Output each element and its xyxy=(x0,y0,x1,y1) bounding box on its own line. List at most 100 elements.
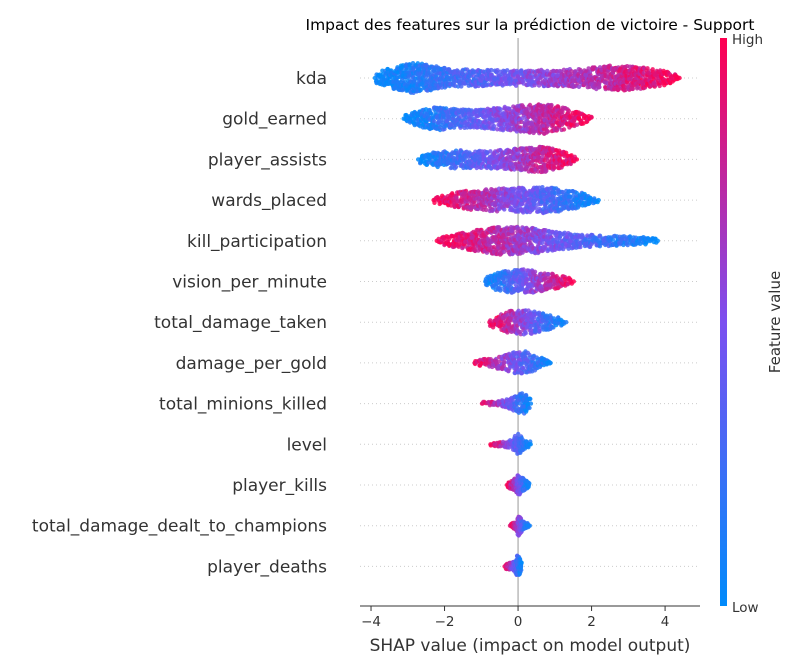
feature-label-gold_earned: gold_earned xyxy=(222,110,327,130)
shap-point xyxy=(507,148,512,153)
feature-label-kill_participation: kill_participation xyxy=(187,232,327,252)
shap-point xyxy=(563,150,569,155)
shap-point xyxy=(454,195,459,201)
feature-label-kda: kda xyxy=(296,69,327,89)
shap-point xyxy=(574,157,580,162)
shap-point xyxy=(597,84,602,90)
shap-point xyxy=(537,119,542,125)
feature-points-kda xyxy=(372,61,682,96)
shap-point xyxy=(490,208,495,213)
shap-point xyxy=(407,62,412,67)
shap-point xyxy=(519,202,525,207)
feature-points-kill_participation xyxy=(434,224,660,257)
shap-point xyxy=(492,124,497,129)
feature-points-gold_earned xyxy=(401,102,594,136)
shap-point xyxy=(383,72,388,78)
shap-point xyxy=(569,69,574,74)
shap-point xyxy=(519,167,525,172)
shap-point xyxy=(539,240,545,246)
shap-point xyxy=(484,207,489,213)
shap-point xyxy=(650,67,655,72)
shap-point xyxy=(527,102,533,108)
feature-points-wards_placed xyxy=(431,185,601,216)
shap-point xyxy=(610,237,615,242)
shap-point xyxy=(627,234,633,239)
shap-point xyxy=(555,73,561,79)
shap-point xyxy=(459,84,464,89)
shap-point xyxy=(449,203,454,208)
shap-point xyxy=(551,165,557,170)
shap-point xyxy=(585,233,590,238)
shap-point xyxy=(550,122,556,128)
shap-point xyxy=(407,120,413,125)
shap-point xyxy=(566,108,571,114)
shap-point xyxy=(443,106,449,111)
shap-point xyxy=(561,127,567,132)
shap-point xyxy=(450,191,455,196)
shap-point xyxy=(579,232,585,238)
shap-point xyxy=(505,68,510,73)
shap-point xyxy=(507,106,512,111)
shap-point xyxy=(458,203,463,208)
feature-rows: kda gold_earned player_assists wards_placed… xyxy=(32,38,700,606)
shap-point xyxy=(589,115,594,120)
shap-point xyxy=(444,119,449,124)
shap-point xyxy=(500,126,505,132)
shap-point xyxy=(533,205,538,210)
shap-point xyxy=(432,200,437,205)
chart-title: Impact des features sur la prédiction de… xyxy=(306,16,755,34)
shap-point xyxy=(484,151,490,156)
shap-point xyxy=(506,231,511,237)
feature-label-vision_per_minute: vision_per_minute xyxy=(172,273,327,293)
shap-point xyxy=(489,67,494,73)
shap-point xyxy=(571,119,577,124)
shap-point xyxy=(568,239,574,244)
feature-label-player_assists: player_assists xyxy=(208,150,327,170)
shap-point xyxy=(611,234,617,239)
shap-point xyxy=(536,80,541,85)
shap-point xyxy=(536,156,541,161)
shap-point xyxy=(597,234,602,239)
shap-point xyxy=(412,78,417,83)
shap-point xyxy=(532,269,538,274)
shap-point xyxy=(576,84,582,90)
shap-point xyxy=(495,127,500,132)
shap-point xyxy=(655,238,660,243)
shap-point xyxy=(578,244,583,250)
shap-point xyxy=(520,78,525,84)
shap-point xyxy=(644,240,649,245)
shap-point xyxy=(512,237,517,243)
shap-point xyxy=(586,66,591,71)
shap-point xyxy=(498,107,503,112)
feature-points-vision_per_minute xyxy=(483,267,576,295)
shap-point xyxy=(505,243,510,249)
shap-point xyxy=(491,245,497,250)
shap-point xyxy=(596,197,601,203)
shap-point xyxy=(474,74,479,80)
shap-point xyxy=(473,248,478,253)
shap-point xyxy=(560,109,565,115)
shap-point xyxy=(677,75,682,81)
shap-point xyxy=(555,104,560,109)
shap-point xyxy=(498,286,503,291)
feature-label-wards_placed: wards_placed xyxy=(211,191,327,211)
shap-point xyxy=(545,129,551,134)
shap-point xyxy=(630,86,635,92)
shap-point xyxy=(645,66,650,71)
shap-point xyxy=(488,149,493,154)
shap-point xyxy=(531,201,537,206)
shap-point xyxy=(560,190,566,195)
shap-point xyxy=(502,207,507,212)
shap-point xyxy=(431,119,437,124)
shap-point xyxy=(531,128,536,133)
shap-point xyxy=(513,83,519,88)
shap-point xyxy=(483,187,489,192)
feature-points-player_assists xyxy=(416,144,580,175)
shap-point xyxy=(574,122,580,127)
shap-point xyxy=(496,277,501,283)
shap-point xyxy=(506,269,511,274)
shap-point xyxy=(566,243,572,248)
shap-point xyxy=(658,68,663,73)
shap-point xyxy=(520,103,525,108)
